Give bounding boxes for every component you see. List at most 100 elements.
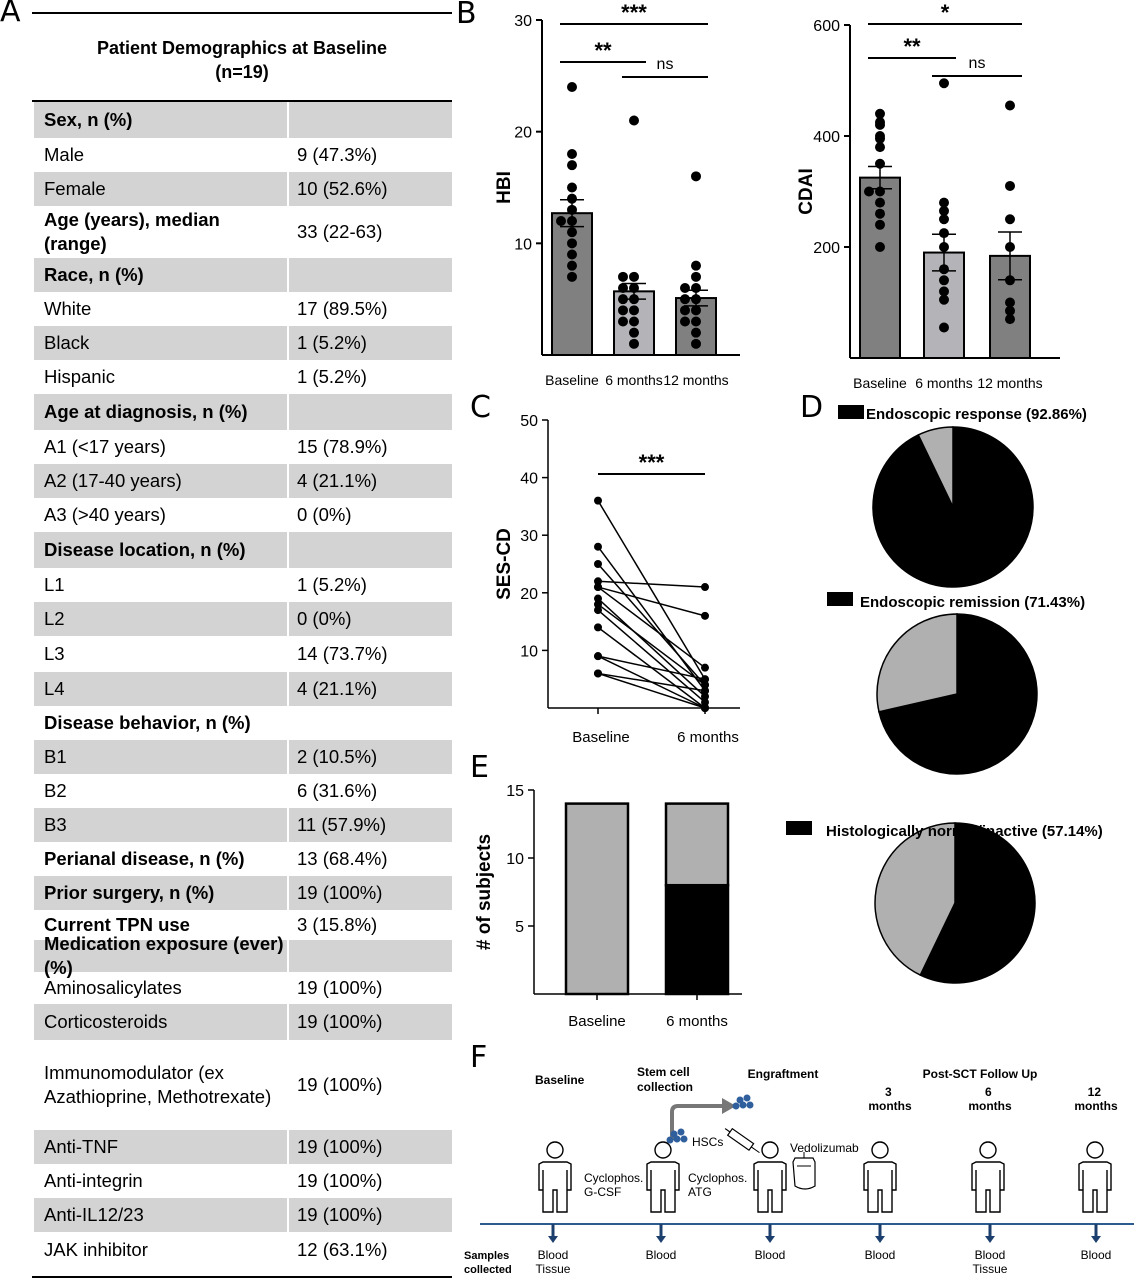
syringe-icon — [724, 1127, 760, 1154]
table-row: L1 1 (5.2%) — [34, 568, 452, 602]
data-point — [939, 242, 949, 252]
row-value: 4 (21.1%) — [297, 470, 378, 491]
row-label: A2 (17-40 years) — [44, 470, 182, 491]
data-point — [618, 283, 628, 293]
table-row: Immunomodulator (ex Azathioprine, Methot… — [34, 1040, 452, 1130]
sample-label: Blood — [865, 1248, 896, 1262]
sample-arrows — [548, 1224, 1101, 1243]
y-tick-label: 10 — [520, 643, 538, 660]
x-tick-label: 6 months — [677, 729, 739, 746]
followup-3-months: 3 months — [868, 1085, 912, 1113]
followup-6-num: 6 — [985, 1085, 992, 1099]
data-point — [594, 560, 602, 568]
row-value: 33 (22-63) — [297, 221, 383, 242]
significance-label: ns — [969, 55, 986, 72]
patient-12-months-icon — [1078, 1141, 1112, 1213]
y-tick-label: 40 — [520, 471, 538, 488]
table-row: Disease location, n (%) — [34, 532, 452, 568]
panel-label-c: C — [470, 390, 491, 425]
data-point — [875, 197, 885, 208]
data-point — [618, 316, 628, 327]
table-row: Race, n (%) — [34, 258, 452, 292]
data-point — [629, 327, 639, 338]
data-point — [939, 275, 949, 286]
stage-baseline: Baseline — [535, 1073, 585, 1087]
data-point — [567, 260, 577, 271]
data-point — [680, 283, 690, 293]
data-point — [875, 108, 885, 119]
row-label: B3 — [44, 814, 67, 835]
data-point — [594, 600, 602, 609]
y-tick-label: 10 — [506, 851, 524, 868]
table-title: Patient Demographics at Baseline (n=19) — [32, 36, 452, 84]
drug-engraft-line2: ATG — [688, 1185, 712, 1199]
chart-pies: Endoscopic response (92.86%) Endoscopic r… — [786, 405, 1103, 984]
pie-slice — [874, 822, 956, 977]
data-point — [701, 704, 709, 712]
paired-line — [597, 609, 706, 703]
row-value: 1 (5.2%) — [297, 332, 367, 353]
row-value: 19 (100%) — [297, 882, 383, 903]
data-point — [701, 698, 709, 707]
data-point — [875, 142, 885, 153]
chart-ses-cd: 10 20 30 40 50 Baseline 6 months SES-CD *** — [494, 413, 740, 746]
data-point — [939, 228, 949, 239]
drug-engraft: Cyclophos. ATG — [688, 1171, 751, 1199]
data-point — [939, 214, 949, 225]
patient-3-months-icon — [863, 1141, 897, 1213]
paired-line — [597, 603, 706, 686]
timeline-diagram: Baseline Stem cell collection Engraftmen… — [464, 1065, 1134, 1276]
row-label: Age (years), median (range) — [44, 209, 220, 254]
paired-line — [597, 655, 706, 680]
row-label: L4 — [44, 678, 65, 699]
table-row: L2 0 (0%) — [34, 602, 452, 636]
table-row: L3 14 (73.7%) — [34, 636, 452, 672]
row-label: Aminosalicylates — [44, 977, 182, 998]
y-tick-label: 5 — [515, 919, 524, 936]
data-point — [567, 249, 577, 260]
row-label: Black — [44, 332, 90, 353]
data-point — [567, 271, 577, 282]
data-point — [1005, 242, 1015, 252]
row-label: Perianal disease, n (%) — [44, 848, 245, 869]
panel-label-d: D — [800, 390, 824, 425]
y-tick-label: 30 — [514, 13, 532, 30]
sample-label: Blood — [538, 1248, 569, 1262]
data-point — [594, 496, 602, 505]
row-label: Anti-integrin — [44, 1170, 143, 1191]
followup-3-num: 3 — [885, 1085, 892, 1099]
row-label: Disease behavior, n (%) — [44, 712, 251, 733]
data-point — [594, 652, 602, 661]
data-point — [567, 160, 577, 171]
table-row: White 17 (89.5%) — [34, 292, 452, 326]
table-bottom-rule — [32, 1276, 452, 1278]
row-label: A3 (>40 years) — [44, 504, 166, 525]
data-point — [864, 186, 874, 197]
data-point — [939, 197, 949, 208]
row-value: 17 (89.5%) — [297, 298, 388, 319]
data-point — [875, 242, 885, 252]
legend-swatch — [838, 405, 864, 419]
row-value: 19 (100%) — [297, 977, 383, 998]
data-point — [680, 305, 690, 316]
row-label: White — [44, 298, 92, 319]
data-point — [680, 294, 690, 305]
data-point — [1005, 180, 1015, 191]
hsc-cells-icon — [732, 1094, 754, 1110]
sample-label: Tissue — [973, 1262, 1008, 1276]
followup-3-unit: months — [868, 1099, 912, 1113]
y-tick-label: 600 — [813, 18, 840, 35]
table-row: Female 10 (52.6%) — [34, 172, 452, 206]
x-tick-label: 12 months — [977, 375, 1042, 391]
row-label: Disease location, n (%) — [44, 539, 246, 560]
row-label: JAK inhibitor — [44, 1239, 148, 1260]
row-label: L1 — [44, 574, 65, 595]
stage-collection-line1: Stem cell — [637, 1065, 690, 1079]
data-point — [618, 305, 628, 316]
drug-engraft-line1: Cyclophos. — [688, 1171, 747, 1185]
data-point — [594, 623, 602, 632]
data-point — [939, 294, 949, 305]
data-point — [629, 115, 639, 126]
data-point — [594, 594, 602, 603]
